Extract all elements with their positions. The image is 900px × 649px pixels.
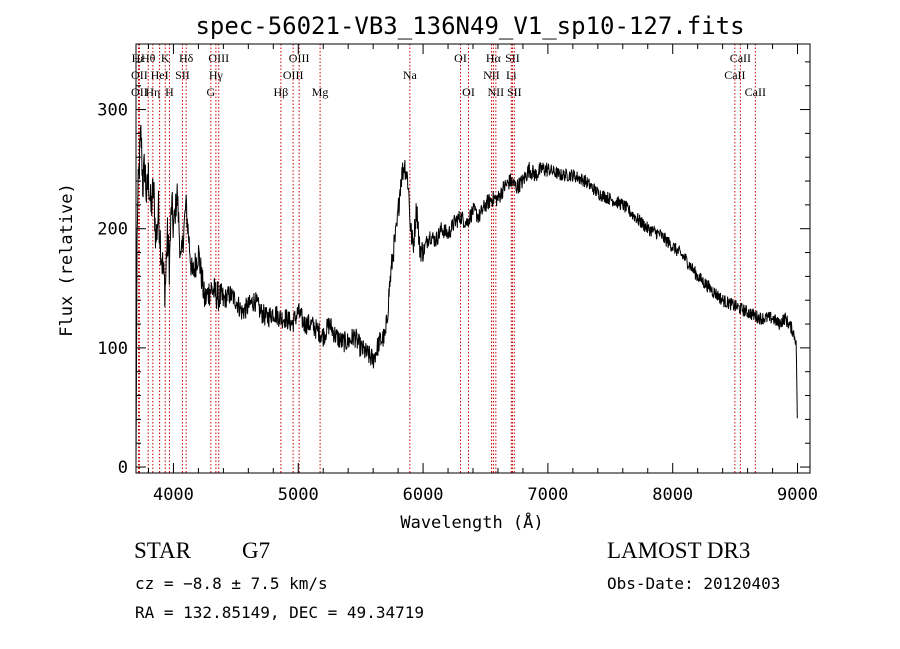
survey-name: LAMOST DR3 — [607, 538, 751, 563]
line-label-caii-k: K — [161, 51, 170, 65]
line-label-oi-6300: OI — [454, 51, 467, 65]
y-axis-ticks: 0 100 200 300 — [97, 61, 810, 478]
line-label-sii-6716: SII — [505, 51, 520, 65]
line-label-h-epsilon: Hε — [132, 51, 146, 65]
line-label-hei: HeI — [151, 68, 169, 82]
object-subclass: G7 — [242, 538, 271, 563]
line-label-li: Li — [506, 68, 517, 82]
y-tick-label: 300 — [97, 101, 128, 121]
y-axis-label: Flux (relative) — [57, 183, 77, 337]
line-label-h-alpha: Hα — [486, 51, 502, 65]
line-label-mg: Mg — [312, 85, 329, 99]
line-label-oii-2: OII — [131, 85, 148, 99]
x-tick-label: 5000 — [278, 485, 319, 505]
line-label-h-eta: Hη — [145, 85, 160, 99]
coordinates: RA = 132.85149, DEC = 49.34719 — [135, 603, 424, 622]
line-label-oiii-5007: OIII — [289, 51, 310, 65]
x-tick-label: 4000 — [153, 485, 194, 505]
line-label-oiii-4959: OIII — [283, 68, 304, 82]
x-axis-ticks: 4000 5000 6000 7000 8000 9000 — [147, 44, 818, 505]
redshift-text: cz = −8.8 ± 7.5 km/s — [135, 574, 328, 593]
line-label-sii-blue: SII — [175, 68, 190, 82]
spectrum-curve — [135, 124, 798, 462]
x-tick-label: 8000 — [652, 485, 693, 505]
line-label-na: Na — [403, 68, 418, 82]
line-label-caii-8498: CaII — [724, 68, 745, 82]
line-label-caii-h: H — [165, 85, 174, 99]
line-label-h-gamma: Hγ — [209, 68, 224, 82]
object-class: STAR — [134, 538, 191, 563]
spectral-line-labels: HεOIIOIIHθHηHeIKHSIIHδGHγOIIIHβOIIIOIIIM… — [131, 51, 766, 99]
chart-title: spec-56021-VB3_136N49_V1_sp10-127.fits — [195, 12, 744, 40]
spectral-line-markers — [137, 44, 756, 473]
y-tick-label: 200 — [97, 220, 128, 240]
x-tick-label: 7000 — [527, 485, 568, 505]
line-label-nii-6583: NII — [488, 85, 505, 99]
x-axis-label: Wavelength (Å) — [400, 511, 543, 533]
line-label-caii-8542: CaII — [730, 51, 751, 65]
line-label-g-band: G — [207, 85, 216, 99]
y-tick-label: 0 — [118, 458, 128, 478]
plot-frame — [135, 43, 811, 474]
line-label-nii-6548: NII — [483, 68, 500, 82]
x-tick-label: 9000 — [777, 485, 818, 505]
line-label-oi-6364: OI — [462, 85, 475, 99]
y-tick-label: 100 — [97, 339, 128, 359]
line-label-oii: OII — [131, 68, 148, 82]
line-label-oiii-4363: OIII — [208, 51, 229, 65]
line-label-h-beta: Hβ — [274, 85, 289, 99]
line-label-sii-6731: SII — [507, 85, 522, 99]
x-tick-label: 6000 — [403, 485, 444, 505]
obs-date: Obs-Date: 20120403 — [607, 574, 781, 593]
line-label-h-delta: Hδ — [179, 51, 194, 65]
line-label-h-theta: Hθ — [141, 51, 156, 65]
line-label-caii-8662: CaII — [745, 85, 766, 99]
